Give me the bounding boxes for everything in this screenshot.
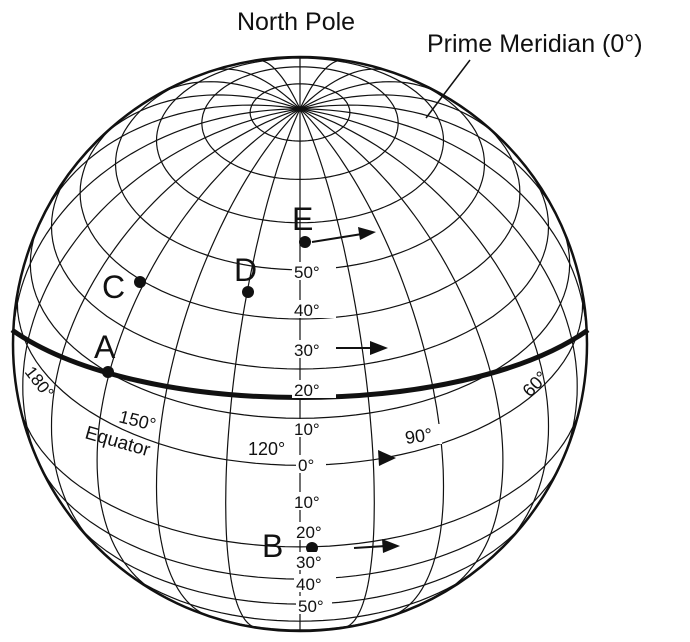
- arrow-30n: [332, 341, 388, 355]
- arrow-e: [311, 227, 376, 243]
- meridian-line: [299, 108, 445, 618]
- latitude-labels: 50° 40° 30° 20° 10° 0° 10° 20° 30° 40° 5…: [292, 262, 336, 616]
- lat-0-label: 0°: [298, 456, 314, 475]
- meridian-line: [299, 81, 447, 110]
- meridian-line: [153, 81, 301, 110]
- meridian-line: [22, 108, 301, 472]
- meridian-line: [299, 108, 578, 472]
- prime-meridian-label: Prime Meridian (0°): [427, 30, 643, 58]
- lat-30n-label: 30°: [294, 341, 320, 360]
- point-e-dot: [299, 236, 311, 248]
- meridian-line: [38, 104, 301, 224]
- lat-20n-label: 20°: [294, 381, 320, 400]
- meridian-line: [155, 108, 301, 618]
- lon-90-label: 90°: [404, 424, 434, 448]
- meridian-line: [256, 59, 301, 110]
- meridian-line: [299, 108, 375, 629]
- lon-150-label: 150°: [117, 406, 158, 434]
- lat-40n-label: 40°: [294, 301, 320, 320]
- point-c-dot: [134, 276, 146, 288]
- arrow-equator: [378, 450, 396, 466]
- meridian-line: [299, 104, 562, 224]
- parallel-line: [18, 401, 582, 548]
- meridian-line: [13, 108, 301, 345]
- meridian-line: [299, 108, 550, 550]
- lat-10n-label: 10°: [294, 420, 320, 439]
- globe-outline: [11, 55, 589, 633]
- lon-120-label: 120°: [248, 439, 285, 459]
- parallel-line: [50, 168, 550, 370]
- prime-meridian-leader: [425, 59, 471, 119]
- point-b-dot: [306, 542, 318, 554]
- meridian-line: [299, 108, 504, 595]
- point-c-label: C: [102, 269, 125, 305]
- point-a-dot: [102, 366, 114, 378]
- point-a-label: A: [94, 329, 116, 365]
- meridian-line: [299, 94, 507, 145]
- lat-50n-label: 50°: [294, 263, 320, 282]
- parallel-line: [114, 71, 486, 271]
- meridian-line: [299, 59, 344, 110]
- parallel-line: [79, 118, 521, 320]
- meridian-line: [299, 108, 587, 345]
- lat-40s-label: 40°: [296, 575, 322, 594]
- meridian-line: [96, 108, 301, 595]
- lat-10s-label: 10°: [294, 493, 320, 512]
- lon-180-label: 180°: [21, 363, 58, 402]
- point-b-label: B: [262, 528, 283, 564]
- meridian-line: [93, 94, 301, 145]
- meridian-line: [225, 108, 301, 629]
- point-d-label: D: [234, 252, 257, 288]
- point-e-label: E: [292, 201, 313, 237]
- arrow-b: [353, 539, 400, 553]
- lat-30s-label: 30°: [296, 553, 322, 572]
- lat-20s-label: 20°: [296, 523, 322, 542]
- point-d-dot: [242, 286, 254, 298]
- north-pole-label: North Pole: [237, 8, 355, 36]
- meridian-line: [50, 108, 301, 550]
- lat-50s-label: 50°: [298, 597, 324, 616]
